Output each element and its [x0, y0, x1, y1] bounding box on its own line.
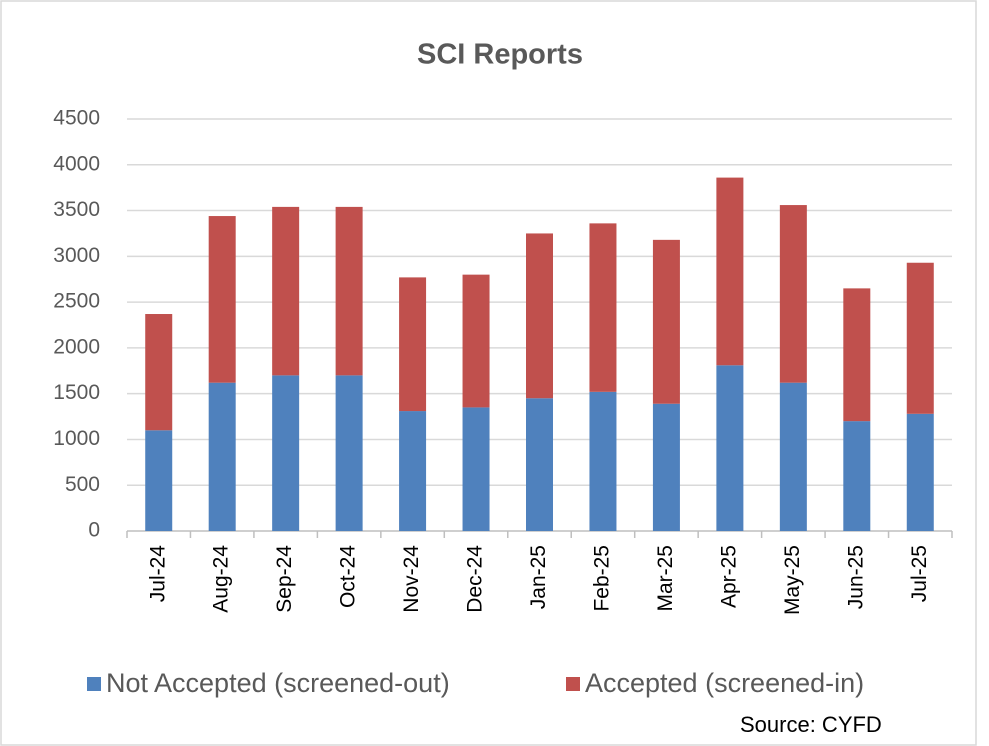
bar-segment: [462, 274, 490, 408]
bar-segment: [843, 288, 871, 422]
y-tick-label: 3000: [53, 244, 100, 267]
x-tick-label: Jun-25: [844, 545, 867, 609]
y-tick-label: 2500: [53, 290, 100, 313]
bar-segment: [906, 262, 934, 414]
bar-segment: [335, 375, 363, 531]
bar-segment: [399, 277, 427, 412]
bar-segment: [208, 382, 236, 531]
x-tick-label: May-25: [781, 545, 804, 615]
y-tick-label: 1000: [53, 427, 100, 450]
bar-segment: [779, 382, 807, 531]
legend-swatch: [87, 677, 101, 691]
bar-segment: [462, 407, 490, 531]
bar-segment: [652, 239, 680, 404]
bar-segment: [589, 391, 617, 531]
bar-segment: [399, 411, 427, 531]
bar-segment: [272, 206, 300, 376]
bar-segment: [145, 314, 173, 431]
bar-segment: [208, 216, 236, 383]
y-tick-label: 500: [65, 473, 100, 496]
bar-segment: [335, 206, 363, 376]
y-tick-label: 3500: [53, 198, 100, 221]
bar-segment: [779, 205, 807, 383]
x-tick-label: Feb-25: [591, 545, 614, 612]
legend-label: Not Accepted (screened-out): [106, 668, 450, 698]
x-tick-label: Mar-25: [654, 545, 677, 612]
bar-segment: [272, 375, 300, 531]
bar-segment: [145, 430, 173, 531]
x-tick-label: Nov-24: [400, 545, 423, 613]
legend-swatch: [566, 677, 580, 691]
bar-segment: [652, 403, 680, 531]
x-tick-label: Aug-24: [210, 545, 233, 613]
x-tick-label: Dec-24: [464, 545, 487, 613]
bar-segment: [843, 421, 871, 531]
x-tick-label: Oct-24: [337, 545, 360, 608]
bar-segment: [716, 365, 744, 531]
y-tick-label: 1500: [53, 381, 100, 404]
chart-title: SCI Reports: [417, 39, 583, 71]
x-tick-label: Apr-25: [717, 545, 740, 608]
y-tick-label: 2000: [53, 335, 100, 358]
bar-segment: [589, 223, 617, 392]
y-tick-label: 0: [88, 519, 100, 542]
source-note: Source: CYFD: [740, 712, 882, 737]
x-tick-label: Jul-25: [908, 545, 931, 602]
x-tick-label: Jul-24: [146, 545, 169, 603]
legend-label: Accepted (screened-in): [585, 668, 864, 698]
bar-segment: [526, 233, 553, 399]
bar-segment: [906, 413, 934, 531]
y-tick-label: 4000: [53, 152, 100, 175]
y-tick-label: 4500: [53, 107, 100, 130]
x-tick-label: Jan-25: [527, 545, 550, 609]
bar-segment: [716, 177, 744, 366]
x-tick-label: Sep-24: [273, 545, 296, 613]
bar-segment: [526, 398, 553, 531]
